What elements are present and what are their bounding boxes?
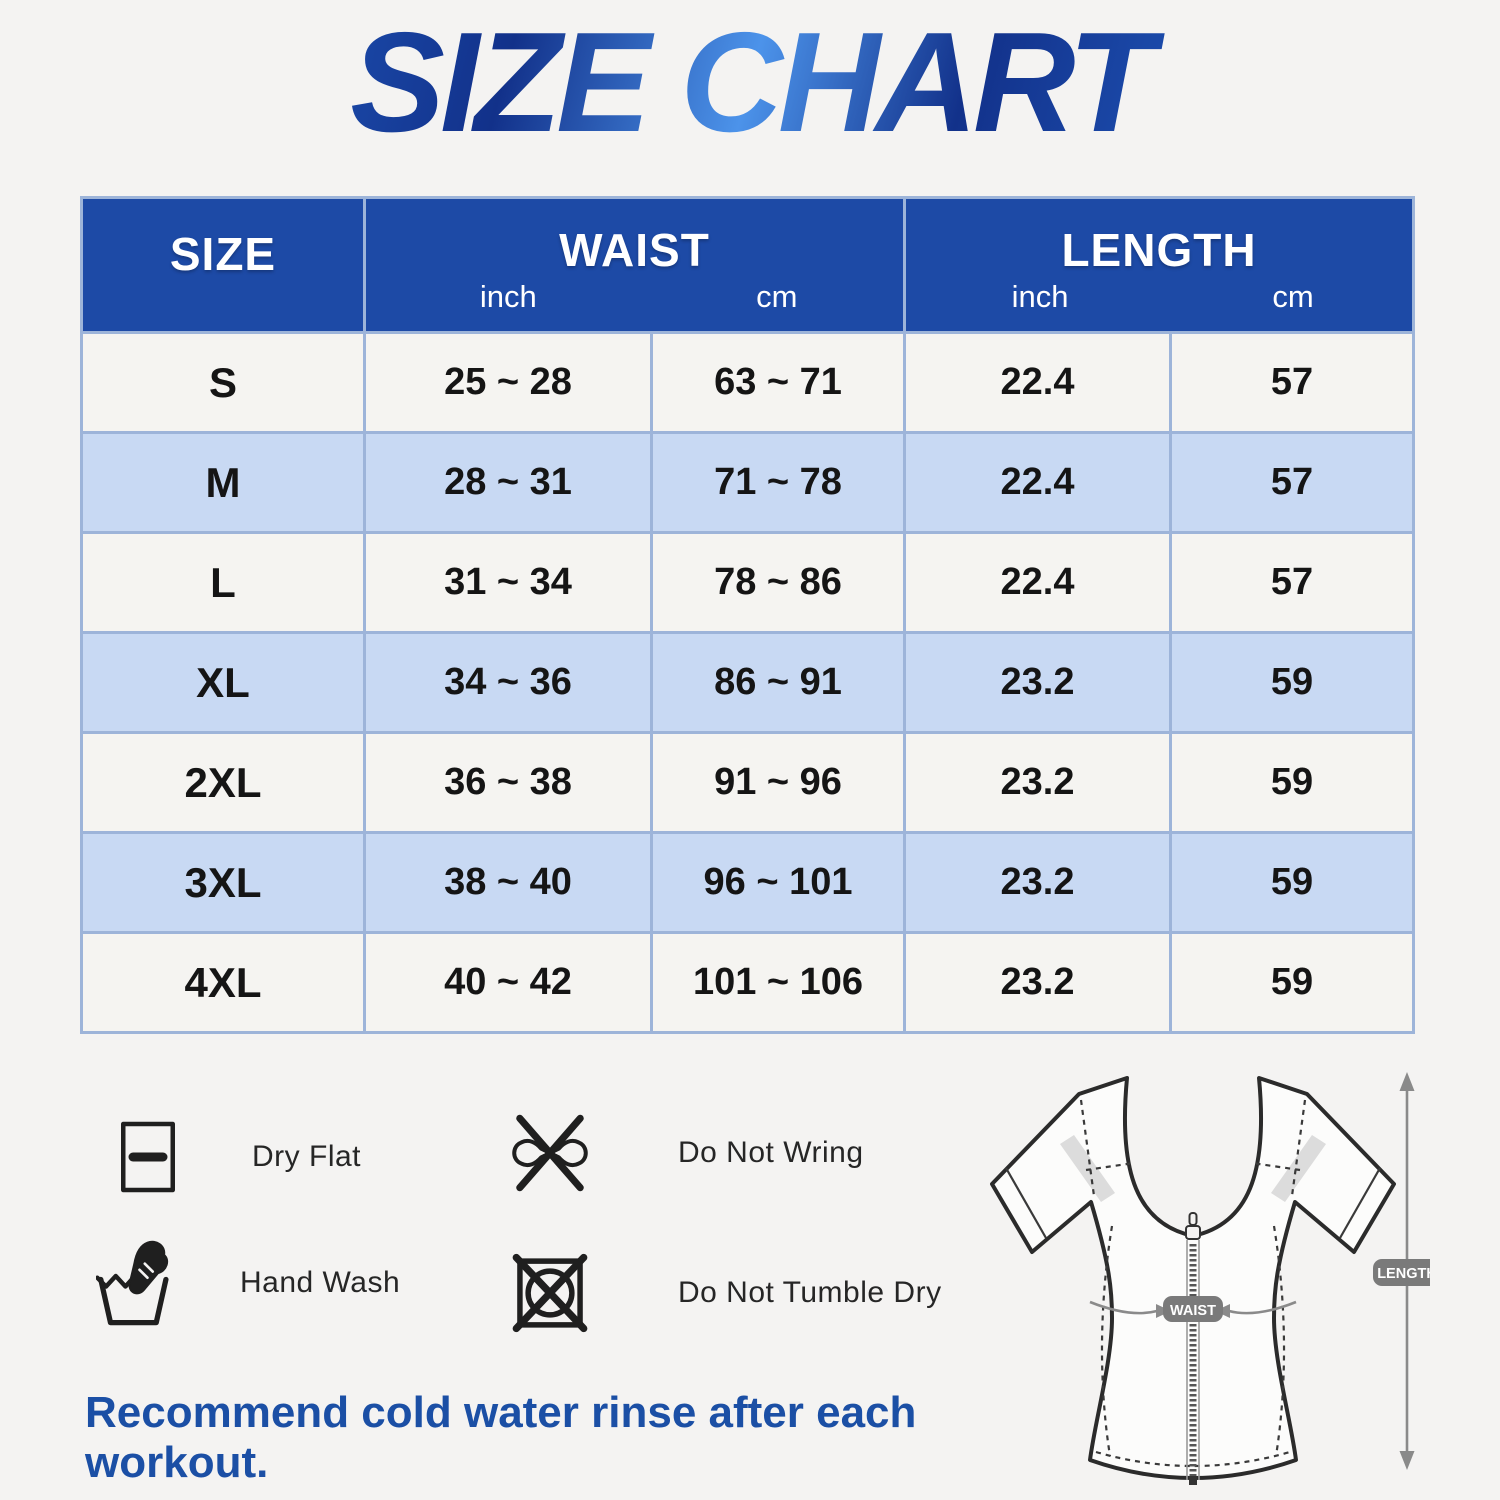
waist-unit-inch: inch bbox=[479, 279, 537, 314]
table-cell-m-waist_cm: 71 ~ 78 bbox=[653, 434, 903, 531]
care-item-do-not-wring: Do Not Wring bbox=[492, 1108, 864, 1198]
waist-unit-row: inch cm bbox=[366, 279, 903, 315]
garment-diagram: WAIST LENGTH bbox=[990, 1072, 1430, 1485]
size-header-label: SIZE bbox=[169, 228, 277, 280]
table-cell-xl-waist_cm: 86 ~ 91 bbox=[653, 634, 903, 731]
table-cell-s-waist_cm: 63 ~ 71 bbox=[653, 334, 903, 431]
do-not-wring-icon bbox=[492, 1108, 608, 1198]
table-cell-l-waist_in: 31 ~ 34 bbox=[366, 534, 650, 631]
waist-header-label: WAIST bbox=[559, 224, 710, 276]
waist-unit-cm: cm bbox=[756, 279, 798, 314]
waist-label: WAIST bbox=[1170, 1303, 1216, 1319]
do-not-tumble-dry-icon bbox=[492, 1248, 608, 1338]
table-cell-3xl-len_cm: 59 bbox=[1172, 834, 1412, 931]
size-column-header: SIZE bbox=[83, 199, 363, 331]
table-cell-xl-len_in: 23.2 bbox=[906, 634, 1169, 731]
hand-wash-icon-svg bbox=[96, 1240, 169, 1326]
table-cell-4xl-size: 4XL bbox=[83, 934, 363, 1031]
table-cell-4xl-waist_cm: 101 ~ 106 bbox=[653, 934, 903, 1031]
size-table: SIZE WAIST inch cm LENGTH inch cm S 25 ~ … bbox=[80, 196, 1415, 1034]
length-column-header: LENGTH inch cm bbox=[906, 199, 1412, 331]
page-title: SIZE CHART bbox=[0, 0, 1500, 165]
dry-flat-icon-svg bbox=[121, 1121, 175, 1193]
length-unit-row: inch cm bbox=[906, 279, 1412, 315]
length-unit-cm: cm bbox=[1272, 279, 1314, 314]
do-not-wring-icon-svg bbox=[512, 1114, 588, 1192]
care-label: Dry Flat bbox=[252, 1140, 361, 1173]
length-unit-inch: inch bbox=[1011, 279, 1069, 314]
table-cell-xl-len_cm: 59 bbox=[1172, 634, 1412, 731]
table-cell-3xl-waist_cm: 96 ~ 101 bbox=[653, 834, 903, 931]
table-cell-3xl-size: 3XL bbox=[83, 834, 363, 931]
table-cell-m-waist_in: 28 ~ 31 bbox=[366, 434, 650, 531]
table-cell-s-waist_in: 25 ~ 28 bbox=[366, 334, 650, 431]
table-cell-m-size: M bbox=[83, 434, 363, 531]
garment-outline bbox=[990, 1076, 1396, 1480]
care-item-hand-wash: Hand Wash bbox=[88, 1238, 400, 1328]
dry-flat-icon bbox=[100, 1112, 196, 1202]
table-cell-3xl-waist_in: 38 ~ 40 bbox=[366, 834, 650, 931]
do-not-tumble-dry-icon-svg bbox=[512, 1253, 588, 1333]
care-label: Hand Wash bbox=[240, 1266, 401, 1299]
waist-column-header: WAIST inch cm bbox=[366, 199, 903, 331]
care-item-dry-flat: Dry Flat bbox=[100, 1112, 361, 1202]
table-cell-l-size: L bbox=[83, 534, 363, 631]
table-cell-s-len_cm: 57 bbox=[1172, 334, 1412, 431]
care-item-do-not-tumble-dry: Do Not Tumble Dry bbox=[492, 1248, 942, 1338]
table-cell-l-waist_cm: 78 ~ 86 bbox=[653, 534, 903, 631]
table-cell-xl-size: XL bbox=[83, 634, 363, 731]
table-cell-xl-waist_in: 34 ~ 36 bbox=[366, 634, 650, 731]
table-cell-s-size: S bbox=[83, 334, 363, 431]
table-cell-2xl-waist_cm: 91 ~ 96 bbox=[653, 734, 903, 831]
table-cell-l-len_cm: 57 bbox=[1172, 534, 1412, 631]
table-cell-2xl-len_in: 23.2 bbox=[906, 734, 1169, 831]
table-cell-4xl-len_in: 23.2 bbox=[906, 934, 1169, 1031]
length-label-pill: LENGTH bbox=[1373, 1259, 1430, 1286]
hand-wash-icon bbox=[88, 1238, 184, 1328]
table-cell-m-len_cm: 57 bbox=[1172, 434, 1412, 531]
table-cell-2xl-size: 2XL bbox=[83, 734, 363, 831]
table-cell-s-len_in: 22.4 bbox=[906, 334, 1169, 431]
care-label: Do Not Tumble Dry bbox=[678, 1276, 942, 1309]
table-cell-2xl-waist_in: 36 ~ 38 bbox=[366, 734, 650, 831]
table-cell-2xl-len_cm: 59 bbox=[1172, 734, 1412, 831]
zipper bbox=[1185, 1212, 1201, 1485]
table-cell-4xl-waist_in: 40 ~ 42 bbox=[366, 934, 650, 1031]
table-cell-l-len_in: 22.4 bbox=[906, 534, 1169, 631]
waist-label-pill: WAIST bbox=[1163, 1296, 1223, 1322]
length-header-label: LENGTH bbox=[1061, 224, 1257, 276]
length-label: LENGTH bbox=[1377, 1266, 1430, 1282]
table-cell-4xl-len_cm: 59 bbox=[1172, 934, 1412, 1031]
table-cell-m-len_in: 22.4 bbox=[906, 434, 1169, 531]
underarm-shade-right bbox=[1271, 1135, 1326, 1202]
care-label: Do Not Wring bbox=[678, 1136, 864, 1169]
table-cell-3xl-len_in: 23.2 bbox=[906, 834, 1169, 931]
footnote-text: Recommend cold water rinse after each wo… bbox=[85, 1388, 917, 1487]
underarm-shade-left bbox=[1060, 1135, 1115, 1202]
